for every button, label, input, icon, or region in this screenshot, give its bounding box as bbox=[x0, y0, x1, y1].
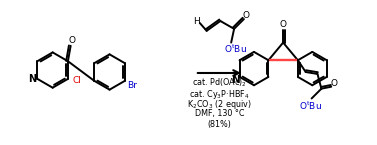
Text: O$^\mathrm{t}$Bu: O$^\mathrm{t}$Bu bbox=[224, 42, 247, 55]
Text: O: O bbox=[280, 20, 287, 29]
Text: (81%): (81%) bbox=[207, 120, 231, 129]
Text: O$^\mathrm{t}$Bu: O$^\mathrm{t}$Bu bbox=[299, 99, 322, 112]
Text: DMF, 130 °C: DMF, 130 °C bbox=[195, 109, 244, 118]
Text: Br: Br bbox=[127, 81, 137, 90]
Text: cat. Cy$_3$P·HBF$_4$: cat. Cy$_3$P·HBF$_4$ bbox=[189, 88, 250, 101]
Text: N: N bbox=[232, 75, 241, 85]
Text: O: O bbox=[331, 79, 338, 88]
Text: O: O bbox=[68, 36, 75, 45]
Text: K$_2$CO$_3$ (2 equiv): K$_2$CO$_3$ (2 equiv) bbox=[187, 98, 252, 112]
Text: H: H bbox=[193, 17, 200, 26]
Text: N: N bbox=[28, 74, 37, 84]
Text: Cl: Cl bbox=[73, 76, 82, 85]
Text: O: O bbox=[242, 11, 249, 20]
Text: cat. Pd(OAc)$_2$: cat. Pd(OAc)$_2$ bbox=[192, 77, 247, 89]
